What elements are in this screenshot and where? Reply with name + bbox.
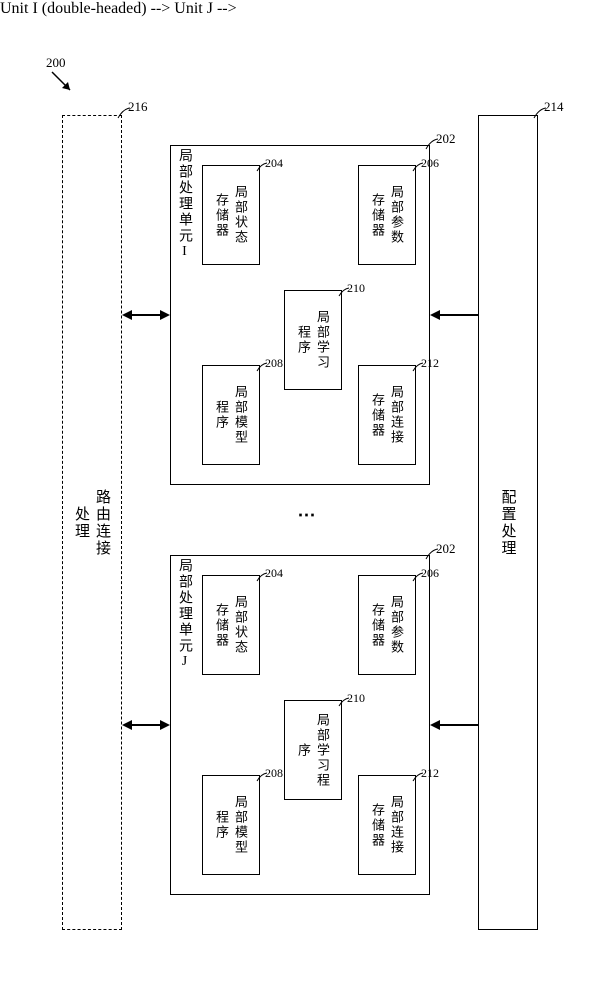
ref-202-i-leader — [425, 138, 439, 150]
unit-j-model-prog-label: 局部模型 程序 — [212, 795, 250, 855]
unit-i-learn-prog-box: 局部学习 程序 — [284, 290, 342, 390]
diagram-canvas: 200 路由连接 处理 216 配置处理 214 局部处理单元I 202 局部状… — [0, 0, 600, 1000]
unit-j-state-mem-box: 局部状态 存储器 — [202, 575, 260, 675]
unit-i-param-mem-box: 局部参数 存储器 — [358, 165, 416, 265]
ref-210-i-leader — [338, 287, 350, 297]
arrow-routing-unit-j-head-l — [122, 720, 132, 730]
unit-i-conn-mem-box: 局部连接 存储器 — [358, 365, 416, 465]
ref-210-j-leader — [338, 697, 350, 707]
unit-i-state-mem-label: 局部状态 存储器 — [212, 185, 250, 245]
routing-box: 路由连接 处理 — [62, 115, 122, 930]
unit-j-param-mem-box: 局部参数 存储器 — [358, 575, 416, 675]
unit-j-conn-mem-box: 局部连接 存储器 — [358, 775, 416, 875]
arrow-routing-unit-i-head-l — [122, 310, 132, 320]
ref-200-arrow — [50, 70, 74, 94]
unit-j-state-mem-label: 局部状态 存储器 — [212, 595, 250, 655]
config-label: 配置处理 — [498, 489, 519, 557]
ref-208-i-leader — [256, 362, 268, 372]
ref-204-i-leader — [256, 162, 268, 172]
ref-214-leader — [533, 107, 547, 119]
ref-212-i-leader — [412, 362, 424, 372]
unit-i-conn-mem-label: 局部连接 存储器 — [368, 385, 406, 445]
ref-216-leader — [117, 107, 131, 119]
ref-200: 200 — [46, 55, 66, 71]
arrow-config-unit-i-head — [430, 310, 440, 320]
unit-j-label: 局部处理单元J — [174, 558, 194, 671]
unit-i-learn-prog-label: 局部学习 程序 — [294, 310, 332, 370]
ref-208-j-leader — [256, 772, 268, 782]
arrow-routing-unit-i — [132, 314, 160, 316]
unit-i-param-mem-label: 局部参数 存储器 — [368, 185, 406, 245]
ref-202-j-leader — [425, 548, 439, 560]
unit-j-param-mem-label: 局部参数 存储器 — [368, 595, 406, 655]
ellipsis-dots: ⋯ — [296, 505, 318, 529]
ref-212-j-leader — [412, 772, 424, 782]
config-box: 配置处理 — [478, 115, 538, 930]
unit-i-model-prog-box: 局部模型 程序 — [202, 365, 260, 465]
unit-j-learn-prog-box: 局部学习程 序 — [284, 700, 342, 800]
unit-j-model-prog-box: 局部模型 程序 — [202, 775, 260, 875]
arrow-routing-unit-i-head-r — [160, 310, 170, 320]
unit-j-learn-prog-label: 局部学习程 序 — [294, 713, 332, 788]
routing-label: 路由连接 处理 — [71, 489, 113, 557]
ref-204-j-leader — [256, 572, 268, 582]
unit-i-label: 局部处理单元I — [174, 148, 194, 261]
arrow-routing-unit-j — [132, 724, 160, 726]
ref-206-j-leader — [412, 572, 424, 582]
unit-j-conn-mem-label: 局部连接 存储器 — [368, 795, 406, 855]
unit-i-state-mem-box: 局部状态 存储器 — [202, 165, 260, 265]
arrow-config-unit-j — [440, 724, 478, 726]
arrow-config-unit-i — [440, 314, 478, 316]
ref-206-i-leader — [412, 162, 424, 172]
unit-i-model-prog-label: 局部模型 程序 — [212, 385, 250, 445]
arrow-config-unit-j-head — [430, 720, 440, 730]
arrow-routing-unit-j-head-r — [160, 720, 170, 730]
